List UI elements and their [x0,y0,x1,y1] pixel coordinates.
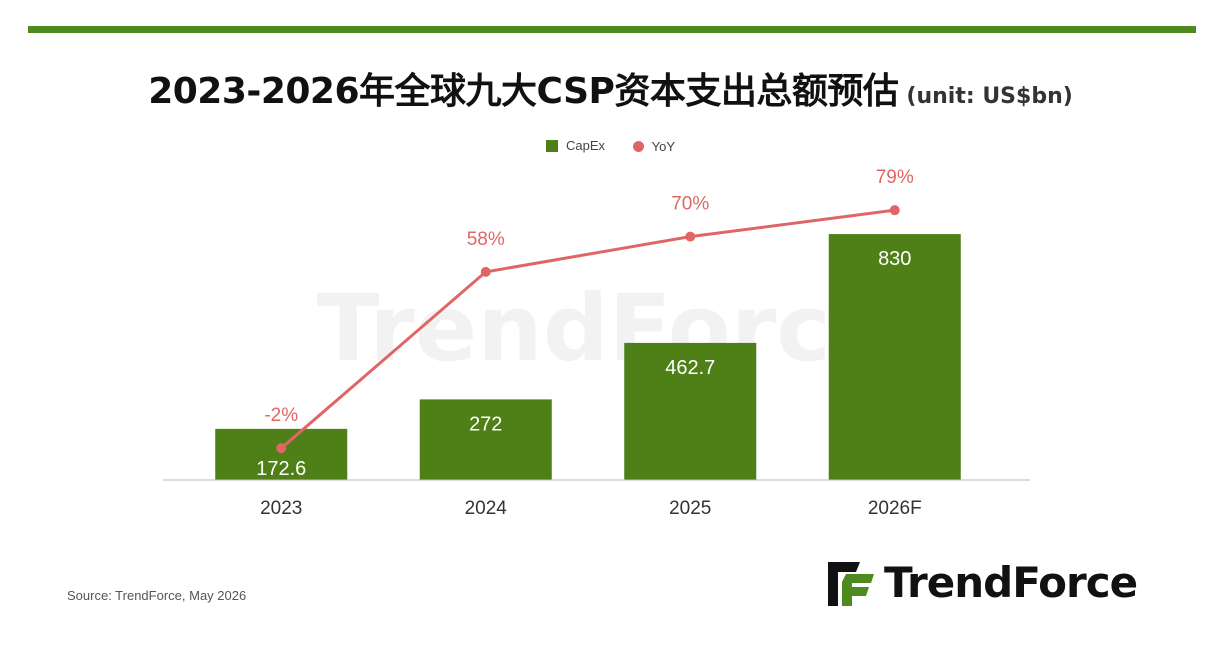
bar-2024 [419,399,552,480]
yoy-point-2023 [276,443,287,454]
yoy-point-2026F [889,205,900,216]
bar-label-2026F: 830 [878,248,911,270]
bar-label-2024: 272 [469,413,502,435]
watermark-text: TrendForce [317,275,893,382]
yoy-label-2026F: 79% [876,167,914,188]
x-tick-label-2023: 2023 [260,498,302,519]
trendforce-logo-icon [828,562,874,606]
title-row: 2023-2026年全球九大CSP资本支出总额预估 (unit: US$bn) [0,62,1221,114]
yoy-label-2024: 58% [467,229,505,250]
legend: CapEx YoY [0,138,1221,155]
brand-logo: TrendForce [826,556,1166,612]
brand-name: TrendForce [884,558,1138,607]
yoy-point-2024 [480,266,491,277]
bar-2026F [828,234,961,480]
bar-2023 [215,428,348,480]
x-tick-label-2025: 2025 [669,498,711,519]
x-tick-label-2024: 2024 [465,498,508,519]
legend-swatch-yoy [632,140,644,152]
legend-item-capex: CapEx [545,138,605,153]
yoy-label-2023: -2% [264,405,298,426]
yoy-line [280,208,895,450]
source-note: Source: TrendForce, May 2026 [67,588,247,603]
bar-label-2023: 172.6 [256,458,306,480]
top-accent-bar [28,26,1196,33]
bar-label-2025: 462.7 [665,357,715,379]
chart-title: 2023-2026年全球九大CSP资本支出总额预估 [148,71,899,112]
x-tick-label-2026F: 2026F [868,498,922,519]
chart-unit: (unit: US$bn) [906,84,1073,109]
bar-2025 [624,342,757,480]
legend-label-yoy: YoY [651,138,676,154]
legend-item-yoy: YoY [632,138,676,154]
legend-swatch-capex [545,139,558,152]
yoy-point-2025 [685,231,696,242]
yoy-label-2025: 70% [671,194,709,215]
legend-label-capex: CapEx [565,138,605,153]
